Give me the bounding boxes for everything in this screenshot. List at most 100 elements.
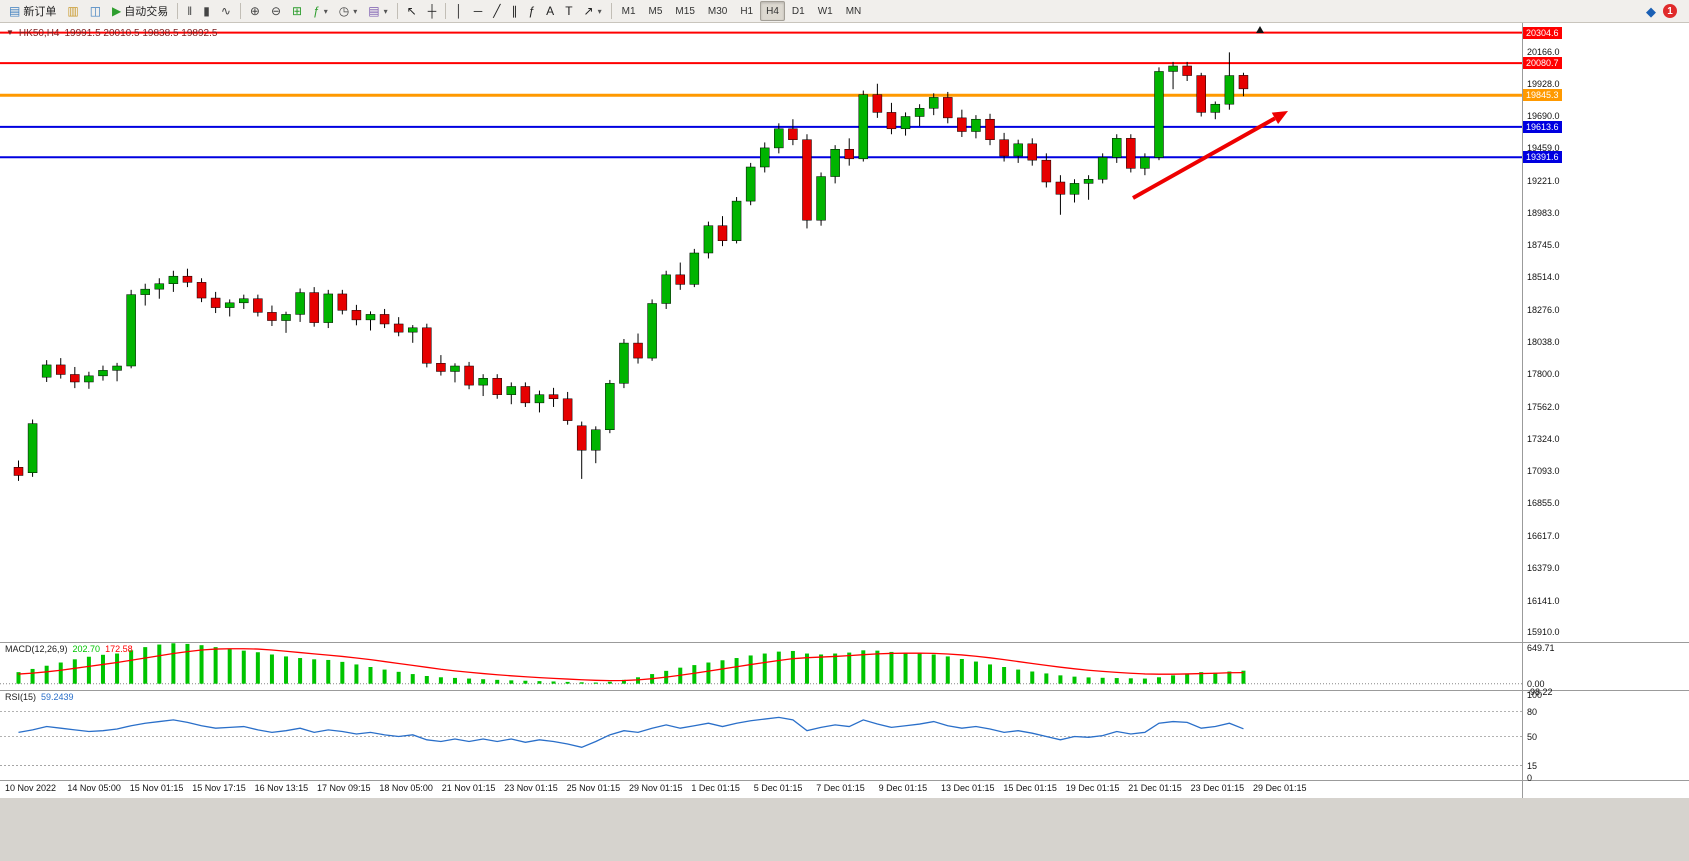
new-order-button[interactable]: ▤ 新订单 [4, 1, 61, 22]
text-label-button[interactable]: T [560, 1, 577, 22]
time-axis-label: 15 Nov 01:15 [129, 783, 184, 793]
trendline-button[interactable]: ╱ [488, 1, 505, 22]
trend-arrow[interactable] [1132, 116, 1276, 200]
crosshair-button[interactable]: ┼ [423, 1, 442, 22]
pane-separator[interactable] [0, 780, 1689, 781]
text-label-icon: T [565, 4, 573, 18]
zoom-out-button[interactable]: ⊖ [266, 1, 286, 22]
timeframe-m1-button[interactable]: M1 [621, 5, 636, 17]
price-tick-label: 18745.0 [1527, 240, 1560, 251]
price-tick-label: 16855.0 [1527, 498, 1560, 509]
candlestick-chart-type-button[interactable]: ▮ [198, 1, 215, 22]
fibonacci-button[interactable]: ƒ [523, 1, 540, 22]
time-scale[interactable]: 10 Nov 2022 14 Nov 05:00 15 Nov 01:15 15 No… [0, 780, 1522, 798]
time-axis-label: 10 Nov 2022 [5, 783, 57, 793]
bar-chart-type-button[interactable]: ‖ [182, 1, 197, 22]
candles [13, 52, 1249, 481]
templates-button[interactable]: ▤ ▾ [363, 1, 392, 22]
charts-icon: ▥ [67, 4, 79, 18]
time-axis-label: 15 Dec 01:15 [1003, 783, 1057, 793]
time-axis-label: 18 Nov 05:00 [379, 783, 433, 793]
timeframe-d1-button[interactable]: D1 [791, 5, 805, 17]
time-axis-label: 7 Dec 01:15 [816, 783, 865, 793]
macd-axis-label: -98.22 [1527, 687, 1553, 697]
timeframe-mn-button[interactable]: MN [845, 5, 862, 17]
chart-collapse-icon[interactable]: ▼ [6, 28, 14, 37]
price-tick-label: 18514.0 [1527, 272, 1560, 282]
pane-separator[interactable] [0, 642, 1689, 643]
price-tick-label: 18276.0 [1527, 304, 1560, 315]
cursor-icon: ↖ [406, 4, 417, 18]
price-tick-label: 16141.0 [1527, 595, 1560, 606]
templates-icon: ▤ [368, 4, 380, 18]
macd-main-value: 202.70 [72, 644, 101, 654]
trend-arrow-head [1271, 111, 1288, 125]
periods-button[interactable]: ◷ ▾ [334, 1, 363, 22]
chart-canvas[interactable] [0, 23, 1522, 780]
timeframe-m30-button[interactable]: M30 [707, 5, 728, 17]
rsi-indicator-label: RSI(15) 59.2439 [5, 692, 74, 702]
price-tick-label: 17324.0 [1527, 434, 1560, 445]
price-line-label: 19391.6 [1523, 151, 1562, 164]
chart-shift-marker-icon[interactable] [1256, 26, 1264, 33]
macd-signal-line [18, 648, 1244, 682]
time-axis-label: 14 Nov 05:00 [67, 783, 121, 793]
toolbar-separator [396, 3, 398, 19]
time-axis-label: 29 Nov 01:15 [629, 783, 683, 793]
arrows-button[interactable]: ↗ ▾ [579, 1, 607, 22]
new-order-button-label: 新订单 [23, 6, 57, 18]
vertical-line-icon: │ [455, 4, 463, 18]
market-watch-button[interactable]: ◫ [85, 1, 106, 22]
time-axis-label: 21 Nov 01:15 [441, 783, 496, 793]
price-line-label: 20304.6 [1523, 26, 1562, 39]
macd-histogram [16, 643, 1246, 684]
price-tick-label: 17093.0 [1527, 465, 1560, 476]
price-line-label: 19845.3 [1523, 89, 1562, 102]
time-axis-label: 16 Nov 13:15 [254, 783, 309, 793]
macd-axis-label: 0.00 [1527, 678, 1545, 689]
timeframe-toolbar: M1 M5 M15 M30 H1 H4 D1 W1 MN [616, 1, 868, 21]
cursor-button[interactable]: ↖ [402, 1, 422, 22]
indicators-button[interactable]: ƒ ▾ [308, 1, 333, 22]
mql5-community-icon[interactable]: ◆ [1646, 3, 1656, 19]
price-scale[interactable]: 20166.0 19928.0 19690.0 19459.0 19221.0 18983… [1522, 23, 1689, 798]
toolbar-button-group: ▤ 新订单 ▥ ◫ ▶ 自动交易 ‖ ▮ ∿ ⊕ ⊖ ⊞ ƒ ▾ ◷ ▾ ▤ ▾ ↖ ┼ │ ─ ╱ ∥ ƒ A T ↗ ▾ [4, 1, 615, 22]
text-button[interactable]: A [541, 1, 559, 22]
text-icon: A [546, 4, 555, 18]
rsi-axis-label: 80 [1527, 706, 1538, 717]
horizontal-line-icon: ─ [473, 4, 483, 18]
zoom-in-button[interactable]: ⊕ [245, 1, 265, 22]
auto-trading-button[interactable]: ▶ 自动交易 [107, 1, 173, 22]
rsi-axis-label: 0 [1527, 773, 1533, 783]
crosshair-icon: ┼ [427, 4, 437, 18]
price-tick-label: 19459.0 [1527, 143, 1560, 154]
price-line-label: 19613.6 [1523, 120, 1562, 133]
line-chart-type-button[interactable]: ∿ [216, 1, 236, 22]
vertical-line-button[interactable]: │ [450, 1, 468, 22]
price-tick-label: 17562.0 [1527, 401, 1560, 412]
timeframe-m15-button[interactable]: M15 [675, 5, 695, 17]
dropdown-arrow-icon: ▾ [383, 6, 388, 16]
timeframe-h1-button[interactable]: H1 [740, 5, 754, 17]
horizontal-line-button[interactable]: ─ [469, 1, 488, 22]
timeframe-m5-button[interactable]: M5 [648, 5, 663, 17]
timeframe-h4-button[interactable]: H4 [760, 1, 785, 21]
line-chart-type-icon: ∿ [220, 4, 231, 18]
tile-windows-button[interactable]: ⊞ [287, 1, 307, 22]
timeframe-w1-button[interactable]: W1 [817, 5, 833, 17]
price-tick-label: 16617.0 [1527, 530, 1560, 541]
price-tick-label: 20166.0 [1527, 46, 1560, 57]
status-area [0, 798, 1689, 861]
price-tick-label: 17800.0 [1527, 369, 1560, 380]
notification-badge[interactable]: 1 [1663, 4, 1677, 18]
pane-separator[interactable] [0, 690, 1689, 691]
time-axis-label: 15 Nov 17:15 [192, 783, 246, 793]
charts-button[interactable]: ▥ [62, 1, 83, 22]
chart-ohlc-values: 19991.5 20010.5 19838.5 19892.5 [64, 28, 218, 39]
price-tick-label: 19928.0 [1527, 79, 1560, 89]
time-axis-label: 21 Dec 01:15 [1128, 783, 1182, 793]
macd-indicator-label: MACD(12,26,9) 202.70 172.58 [5, 644, 133, 654]
channel-button[interactable]: ∥ [506, 1, 522, 22]
macd-axis-label: 649.71 [1527, 643, 1555, 653]
new-order-icon: ▤ [9, 4, 21, 18]
